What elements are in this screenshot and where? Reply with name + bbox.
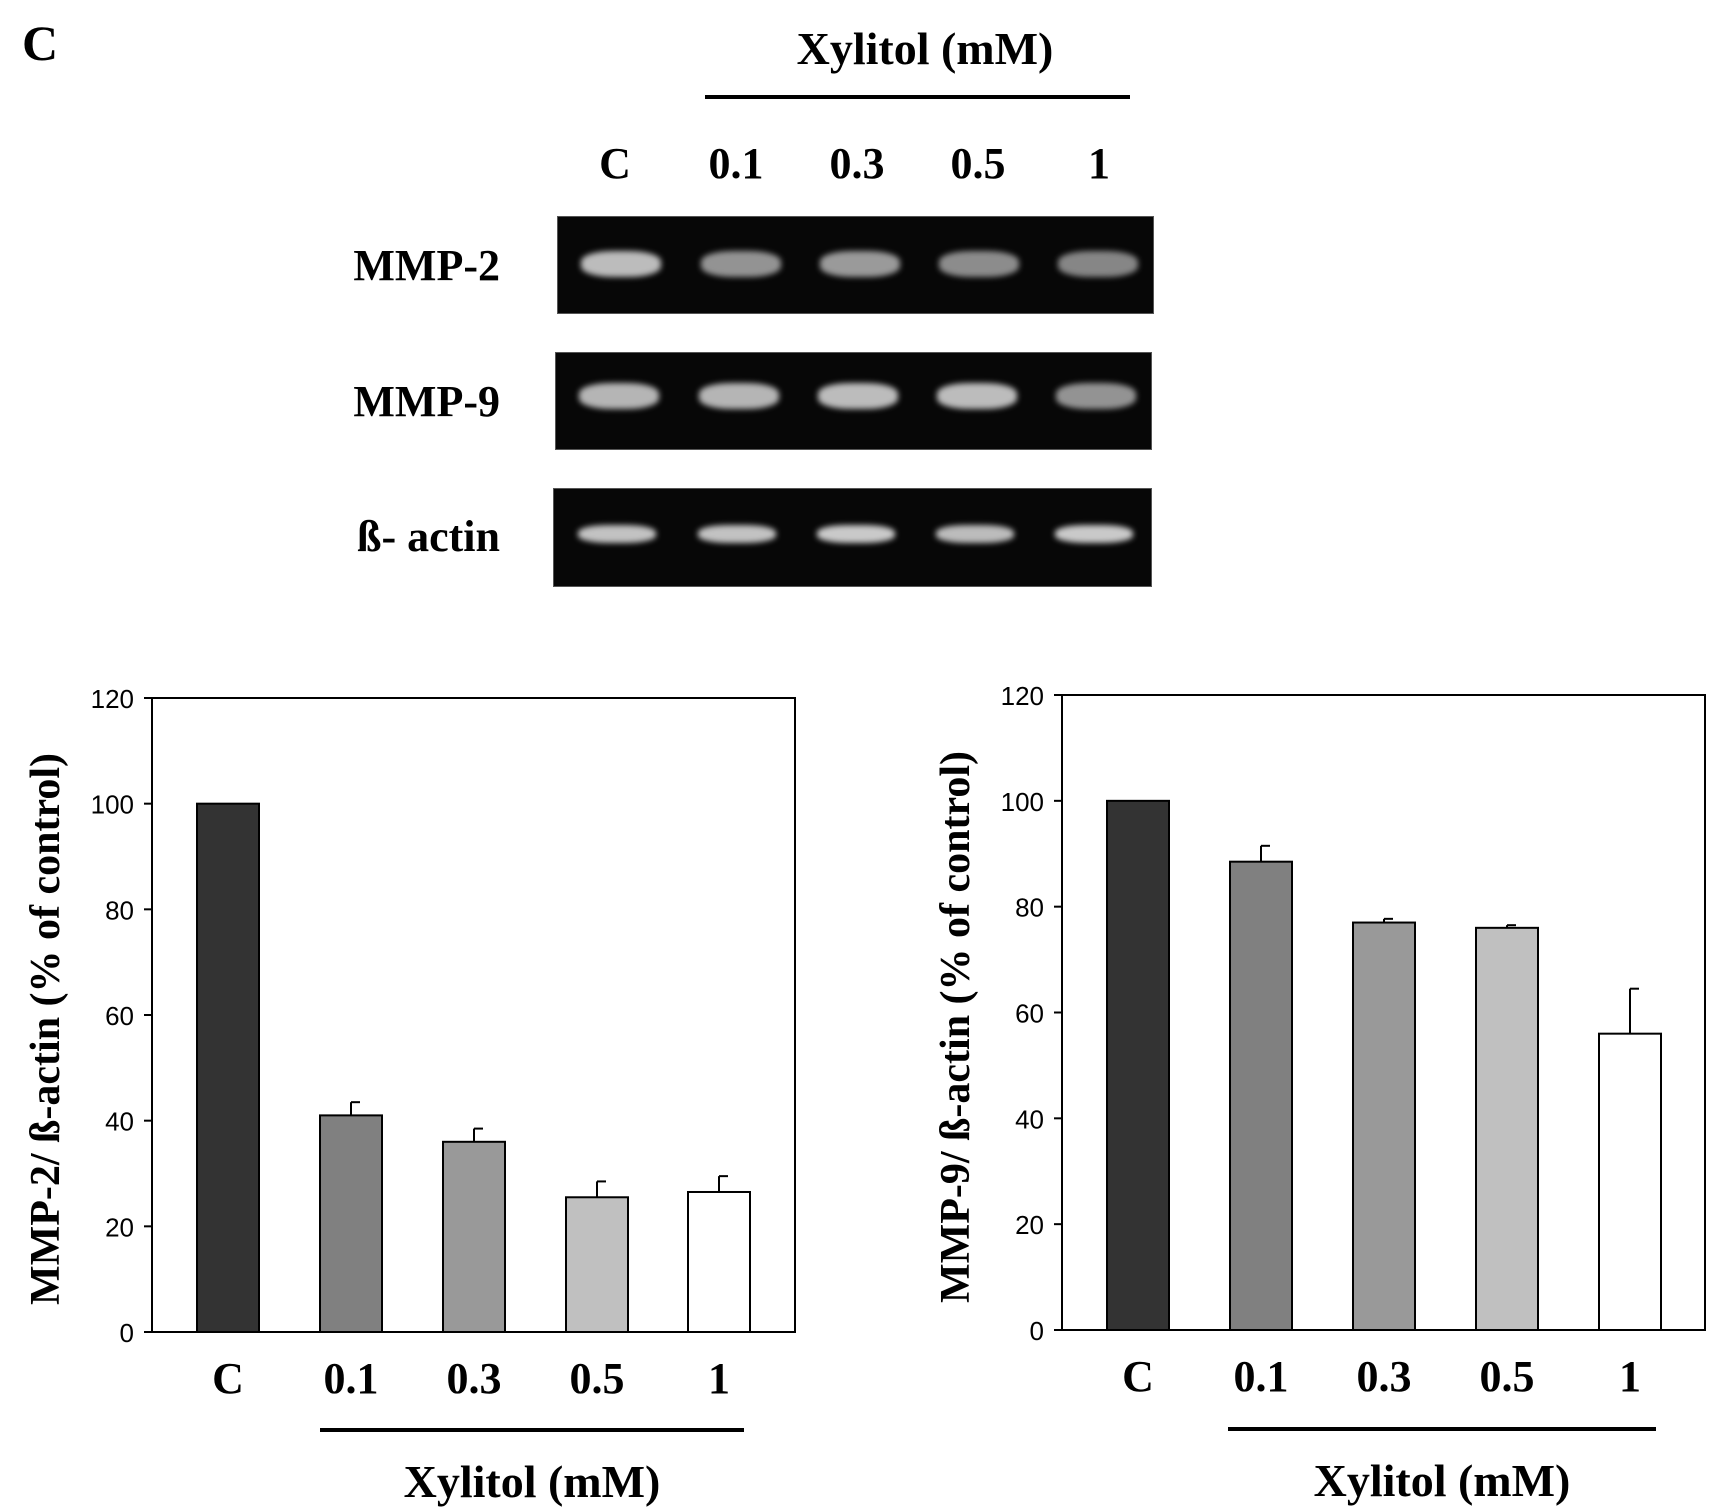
x-axis-title: Xylitol (mM) [404,1456,661,1507]
gel-band [818,383,898,409]
y-tick-label: 120 [1001,681,1044,711]
y-tick-label: 100 [1001,787,1044,817]
y-tick-label: 0 [120,1318,134,1348]
x-tick-label: 0.5 [570,1354,625,1403]
x-tick-label: 0.1 [324,1354,379,1403]
gel-image-actin [553,488,1152,587]
y-tick-label: 20 [1015,1210,1044,1240]
gel-band [817,525,895,543]
y-tick-label: 80 [1015,893,1044,923]
y-tick-label: 0 [1030,1316,1044,1346]
x-tick-label: 1 [708,1354,730,1403]
gel-band [581,251,661,277]
x-tick-label: C [212,1354,244,1403]
gel-band [820,251,900,277]
x-tick-label: 0.3 [447,1354,502,1403]
gel-band [699,383,779,409]
gel-band [698,525,776,543]
gel-image-mmp2 [557,216,1154,314]
gel-band [579,383,659,409]
bar [1352,921,1416,1332]
gel-treatment-bar [705,95,1130,99]
gel-treatment-title: Xylitol (mM) [796,23,1054,74]
gel-lane-label: 1 [1088,139,1110,188]
x-tick-label: 0.3 [1357,1352,1412,1401]
gel-band [1056,383,1136,409]
y-tick-label: 80 [105,895,134,925]
bar [442,1140,506,1334]
x-axis-title: Xylitol (mM) [1314,1455,1571,1506]
gel-lane-label: 0.3 [829,139,885,188]
y-tick-label: 20 [105,1212,134,1242]
bar [1106,799,1170,1331]
y-axis-title: MMP-9/ ß-actin (% of control) [933,751,979,1303]
x-tick-label: C [1122,1352,1154,1401]
y-axis-title: MMP-2/ ß-actin (% of control) [23,753,69,1305]
bar [1598,1032,1662,1331]
bar [1229,860,1293,1331]
gel-image-mmp9 [555,352,1152,450]
y-tick-label: 60 [105,1001,134,1031]
gel-lane-label: C [599,139,631,188]
gel-lane-label: 0.1 [708,139,764,188]
gel-band [1058,251,1138,277]
gel-band [936,525,1014,543]
bar [565,1196,629,1334]
gel-band [939,251,1019,277]
bar [687,1190,751,1334]
y-tick-label: 40 [105,1107,134,1137]
x-tick-label: 0.1 [1234,1352,1289,1401]
bar [319,1114,383,1333]
gel-row-label-mmp9: MMP-9 [353,377,500,426]
gel-row-label-mmp2: MMP-2 [353,241,500,290]
y-tick-label: 60 [1015,999,1044,1029]
gel-band [578,525,656,543]
y-tick-label: 100 [91,790,134,820]
bar [196,802,260,1333]
gel-band [701,251,781,277]
x-tick-label: 1 [1619,1352,1641,1401]
gel-row-label-actin: ß- actin [357,512,500,561]
gel-lane-label: 0.5 [950,139,1006,188]
y-tick-label: 120 [91,684,134,714]
panel-label: C [22,15,59,71]
gel-band [937,383,1017,409]
y-tick-label: 40 [1015,1104,1044,1134]
gel-band [1055,525,1133,543]
bar [1475,926,1539,1331]
x-tick-label: 0.5 [1480,1352,1535,1401]
